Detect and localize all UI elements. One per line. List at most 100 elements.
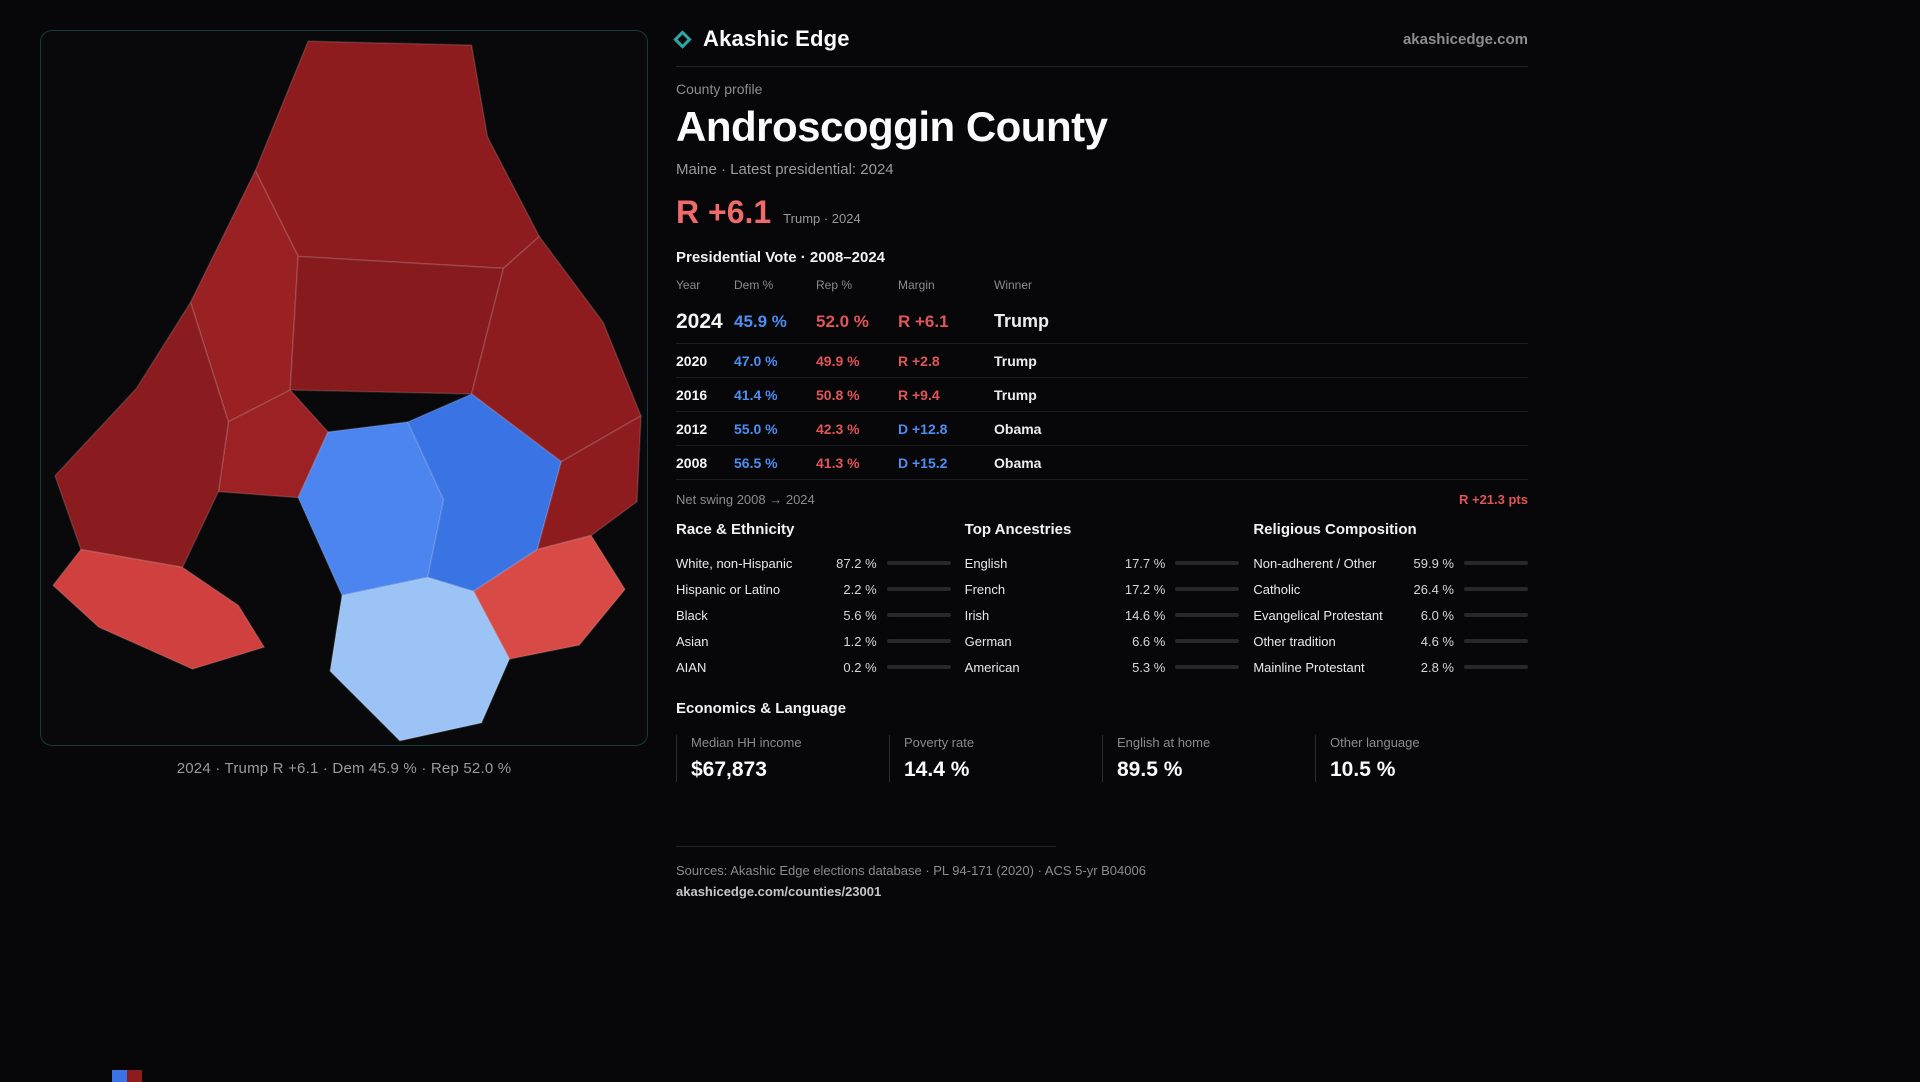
dem-share: 56.5 % — [734, 454, 778, 471]
brand-url-link[interactable]: akashicedge.com — [1402, 30, 1528, 48]
demo-column-title: Race & Ethnicity — [676, 521, 795, 538]
econ-stat: English at home 89.5 % — [1102, 735, 1315, 782]
map-caption: 2024 · Trump R +6.1 · Dem 45.9 % · Rep 5… — [176, 760, 512, 777]
demo-label: AIAN — [676, 659, 707, 675]
economics-grid: Median HH income $67,873 Poverty rate 14.4 … — [676, 735, 1528, 782]
econ-label: Median HH income — [691, 735, 802, 750]
vote-year: 2008 — [676, 454, 708, 471]
vote-margin: R +2.8 — [898, 352, 940, 369]
demo-label: English — [964, 555, 1008, 571]
demo-row: French 17.2 % — [965, 576, 1240, 602]
subtitle: Maine · Latest presidential: 2024 — [676, 161, 894, 178]
vote-col-header: Winner — [994, 278, 1033, 292]
diamond-logo-icon — [673, 29, 692, 49]
demo-row: Mainline Protestant 2.8 % — [1253, 654, 1528, 680]
vote-winner: Trump — [994, 352, 1037, 369]
demo-column: Race & Ethnicity White, non-Hispanic 87.2 … — [676, 521, 951, 680]
dem-share: 47.0 % — [734, 352, 778, 369]
demo-label: German — [964, 633, 1012, 649]
corner-swatch — [127, 1070, 142, 1082]
kicker: County profile — [676, 81, 763, 97]
county-map-svg — [52, 40, 642, 742]
demo-bar — [1463, 665, 1528, 669]
county-shape[interactable] — [254, 40, 541, 270]
demo-bar — [1175, 587, 1240, 591]
vote-year: 2016 — [676, 386, 708, 403]
demo-label: French — [964, 581, 1006, 597]
demo-bar — [1175, 561, 1240, 565]
demo-bar — [1175, 665, 1240, 669]
vote-col-header: Dem % — [734, 278, 774, 292]
county-shape[interactable] — [52, 548, 266, 670]
econ-value: 14.4 % — [904, 758, 970, 781]
brand-name: Akashic Edge — [703, 26, 850, 51]
demo-value: 5.6 % — [843, 607, 877, 623]
demo-value: 17.2 % — [1124, 581, 1166, 597]
demo-value: 5.3 % — [1132, 659, 1166, 675]
demo-row: Hispanic or Latino 2.2 % — [676, 576, 951, 602]
demo-row: Evangelical Protestant 6.0 % — [1253, 602, 1528, 628]
demo-label: Mainline Protestant — [1253, 659, 1365, 675]
vote-margin: D +15.2 — [898, 454, 948, 471]
demo-label: Black — [676, 607, 708, 623]
vote-winner: Trump — [994, 311, 1050, 331]
demo-row: Catholic 26.4 % — [1253, 576, 1528, 602]
demo-label: Other tradition — [1253, 633, 1336, 649]
sources-line: Sources: Akashic Edge elections database… — [676, 863, 1146, 878]
demo-value: 14.6 % — [1124, 607, 1166, 623]
county-shape[interactable] — [329, 576, 511, 742]
econ-label: Poverty rate — [904, 735, 975, 750]
econ-stat: Median HH income $67,873 — [676, 735, 889, 782]
econ-value: 89.5 % — [1117, 758, 1183, 781]
econ-stat: Poverty rate 14.4 % — [889, 735, 1102, 782]
demo-label: American — [964, 659, 1020, 675]
vote-margin: D +12.8 — [898, 420, 948, 437]
permalink-link[interactable]: akashicedge.com/counties/23001 — [676, 884, 882, 899]
demo-label: White, non-Hispanic — [676, 555, 793, 571]
rep-share: 50.8 % — [816, 386, 860, 403]
vote-winner: Obama — [994, 454, 1042, 471]
map-panel: 2024 · Trump R +6.1 · Dem 45.9 % · Rep 5… — [40, 30, 648, 777]
demo-value: 26.4 % — [1413, 581, 1454, 597]
corner-swatch — [112, 1070, 127, 1082]
demo-value: 0.2 % — [843, 659, 877, 675]
demo-column: Top Ancestries English 17.7 % French 17.2 % I… — [965, 521, 1240, 680]
economics-title: Economics & Language — [676, 700, 847, 717]
vote-row-2024: 2024 45.9 % 52.0 % R +6.1 Trump — [676, 300, 1528, 344]
county-shape[interactable] — [289, 255, 505, 395]
demo-column: Religious Composition Non-adherent / Othe… — [1253, 521, 1528, 680]
vote-table: Year Dem % Rep % Margin Winner 2024 45.9 % 52.… — [676, 278, 1528, 480]
demo-value: 4.6 % — [1420, 633, 1454, 649]
demo-value: 59.9 % — [1413, 555, 1454, 571]
demo-row: Non-adherent / Other 59.9 % — [1253, 550, 1528, 576]
demo-column-title: Top Ancestries — [964, 521, 1072, 538]
page-title: Androscoggin County — [676, 103, 1108, 150]
demo-bar — [1463, 639, 1528, 643]
footer-divider — [676, 846, 1056, 847]
demo-label: Evangelical Protestant — [1253, 607, 1383, 623]
county-shape[interactable] — [536, 415, 642, 551]
demo-bar — [886, 561, 951, 565]
vote-winner: Obama — [994, 420, 1042, 437]
county-shape[interactable] — [54, 301, 230, 569]
demo-row: Black 5.6 % — [676, 602, 951, 628]
profile-panel: Akashic Edge akashicedge.com County prof… — [673, 26, 1528, 901]
vote-margin: R +9.4 — [898, 386, 940, 403]
dem-share: 45.9 % — [734, 311, 787, 331]
demo-label: Asian — [676, 633, 709, 649]
brand: Akashic Edge — [673, 26, 850, 52]
econ-value: 10.5 % — [1330, 758, 1396, 781]
headline-stat: R +6.1 Trump · 2024 — [676, 194, 1528, 231]
vote-row-2020: 2020 47.0 % 49.9 % R +2.8 Trump — [676, 344, 1528, 378]
demo-value: 87.2 % — [836, 555, 877, 571]
dem-share: 55.0 % — [734, 420, 778, 437]
demo-bar — [886, 665, 951, 669]
demo-bar — [1463, 613, 1528, 617]
footer: Sources: Akashic Edge elections database… — [676, 846, 1528, 901]
demo-label: Hispanic or Latino — [676, 581, 781, 597]
demo-value: 2.2 % — [843, 581, 877, 597]
vote-col-header: Year — [676, 278, 701, 292]
econ-stat: Other language 10.5 % — [1315, 735, 1528, 782]
vote-row-2008: 2008 56.5 % 41.3 % D +15.2 Obama — [676, 446, 1528, 480]
demo-value: 2.8 % — [1420, 659, 1454, 675]
